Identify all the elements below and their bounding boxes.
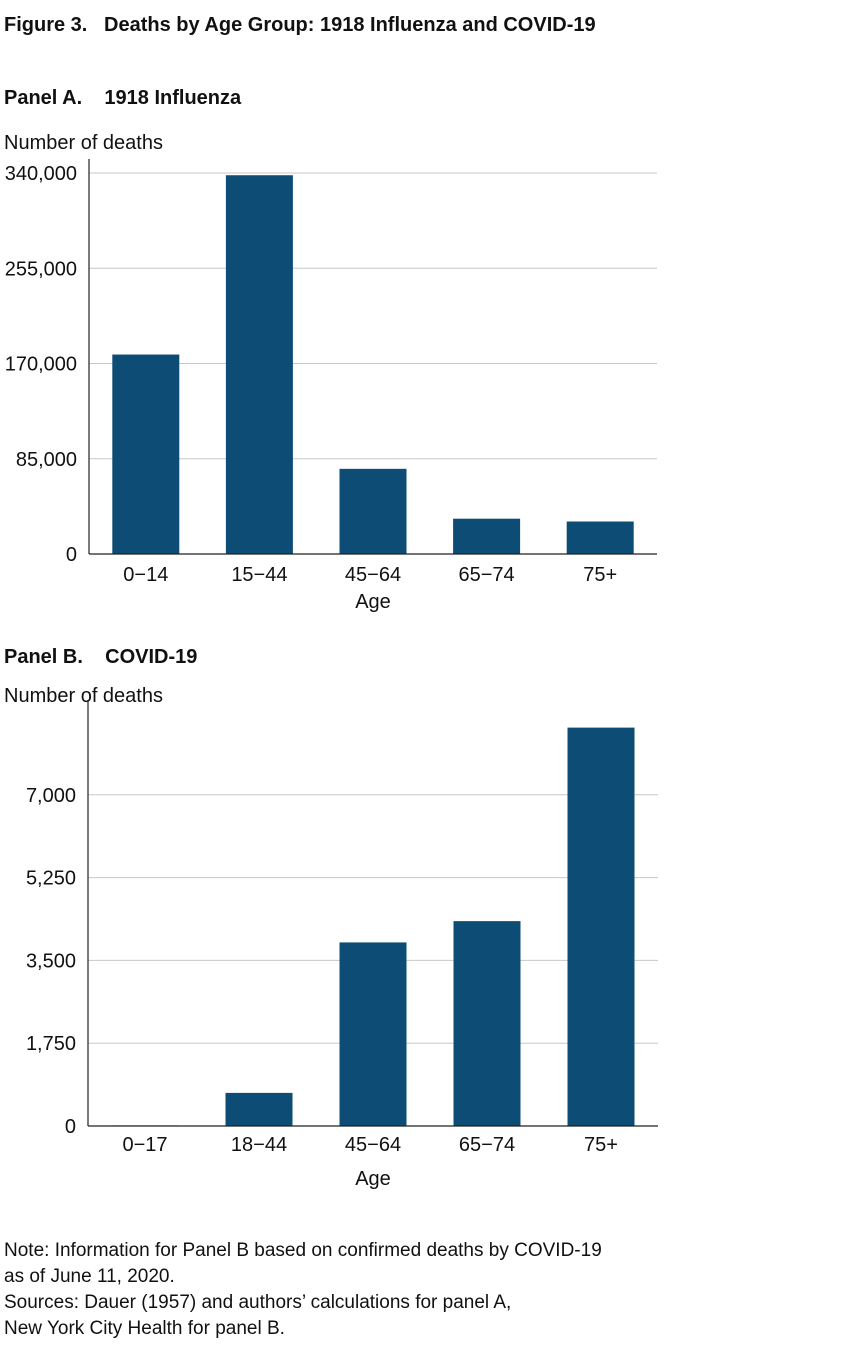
- panel-b-chart: 0 1,750 3,500 5,250 7,000 0−17 18−44 45−64 65−74…: [26, 700, 658, 1190]
- x-tick-label: 0−17: [122, 1134, 167, 1156]
- note-line: Note: Information for Panel B based on c…: [4, 1240, 602, 1261]
- x-tick-label: 45−64: [345, 564, 401, 586]
- x-axis-title: Age: [355, 1168, 391, 1190]
- bar-2: [339, 942, 407, 1126]
- y-tick-label: 340,000: [5, 163, 77, 185]
- bar-0: [112, 354, 180, 554]
- y-tick-label: 170,000: [5, 354, 77, 376]
- x-tick-label: 0−14: [123, 564, 168, 586]
- x-tick-label: 75+: [583, 564, 617, 586]
- x-tick-label: 75+: [584, 1134, 618, 1156]
- x-tick-label: 18−44: [231, 1134, 287, 1156]
- bar-3: [453, 921, 521, 1126]
- y-tick-label: 85,000: [16, 449, 77, 471]
- panel-a-title: Panel A. 1918 Influenza: [4, 87, 242, 109]
- x-tick-label: 65−74: [459, 564, 515, 586]
- y-tick-label: 5,250: [26, 868, 76, 890]
- note-line: as of June 11, 2020.: [4, 1266, 175, 1287]
- sources-line: Sources: Dauer (1957) and authors’ calcu…: [4, 1292, 512, 1313]
- sources-line: New York City Health for panel B.: [4, 1318, 285, 1339]
- bar-4: [567, 727, 635, 1126]
- x-tick-label: 15−44: [231, 564, 287, 586]
- panel-b-ylabel: Number of deaths: [4, 685, 163, 707]
- y-tick-label: 0: [65, 1116, 76, 1138]
- bar-2: [339, 468, 407, 554]
- y-tick-label: 1,750: [26, 1033, 76, 1055]
- panel-b-title: Panel B. COVID-19: [4, 646, 198, 668]
- x-tick-label: 45−64: [345, 1134, 401, 1156]
- bar-1: [225, 175, 293, 554]
- panel-a-ylabel: Number of deaths: [4, 132, 163, 154]
- y-tick-label: 255,000: [5, 258, 77, 280]
- bar-1: [225, 1092, 293, 1126]
- y-tick-label: 0: [66, 544, 77, 566]
- figure-title: Figure 3. Deaths by Age Group: 1918 Infl…: [4, 14, 596, 36]
- y-tick-label: 7,000: [26, 785, 76, 807]
- y-tick-label: 3,500: [26, 950, 76, 972]
- bar-4: [566, 521, 634, 554]
- note: Note: Information for Panel B based on c…: [4, 1238, 602, 1342]
- panel-a-chart: 0 85,000 170,000 255,000 340,000 0−14 15−44 45−…: [5, 159, 657, 613]
- x-tick-label: 65−74: [459, 1134, 515, 1156]
- x-axis-title: Age: [355, 591, 391, 613]
- bar-3: [453, 518, 521, 554]
